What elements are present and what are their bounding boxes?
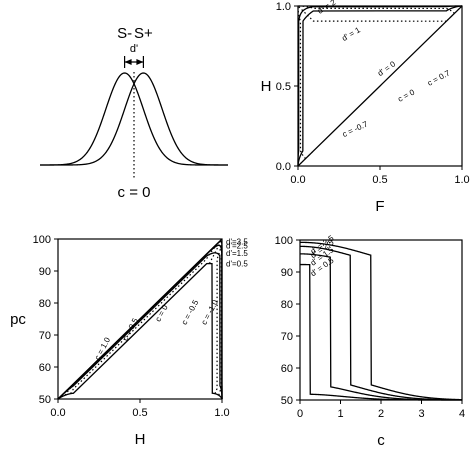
y-tick-label: 90	[281, 267, 293, 279]
x-tick-label: 0.5	[132, 407, 147, 419]
criterion-label: c = 0	[118, 184, 151, 201]
arrowhead-right	[136, 59, 144, 65]
x-tick-label: 0	[297, 408, 303, 420]
y-tick-label: 100	[275, 235, 293, 247]
y-tick-label: 0.0	[276, 161, 291, 173]
x-tick-label: 1.0	[454, 174, 469, 186]
x-tick-label: 3	[418, 408, 424, 420]
y-tick-label: 90	[39, 266, 51, 278]
pc-h-label-c-0.5: c = 0.5	[121, 316, 141, 342]
roc-panel: 0.0 0.5 1.00.00.51.0 F H d' = 2 d' = 1 d' …	[261, 0, 470, 215]
iso-dprime-1.5	[57, 252, 223, 400]
roc-curves	[297, 5, 463, 167]
iso-dprime-0.5	[57, 262, 223, 400]
pc-h-label-c-neg-0.5: c = -0.5	[180, 298, 201, 326]
iso-criterion-0	[208, 241, 222, 264]
pc-c-curves	[300, 241, 463, 401]
pc-h-label-dprime-1.5: d'=1.5	[226, 249, 248, 258]
series-dprime-3.5	[300, 241, 463, 401]
roc-y-label: H	[261, 78, 272, 95]
x-tick-label: 1	[337, 408, 343, 420]
x-tick-label: 0.0	[290, 174, 305, 186]
roc-label-c-0: c = 0	[396, 87, 416, 103]
pc-c-ticks: 0 1 2 3 4 50 60 70 80 90 100	[275, 235, 465, 420]
iso-dprime-2	[297, 5, 462, 166]
pc-h-ticks: 0.0 0.5 1.0 50 60 70 80 90 100	[33, 234, 230, 419]
arrowhead-left	[124, 59, 132, 65]
y-tick-label: 70	[39, 330, 51, 342]
y-tick-label: 0.5	[276, 81, 291, 93]
iso-criterion--0.5	[214, 242, 223, 394]
pc-h-label-dprime-2.5: d'=2.5	[226, 241, 248, 250]
roc-label-dprime-0: d' = 0	[376, 59, 398, 78]
distribution-signal	[40, 72, 228, 166]
iso-dprime-0	[297, 5, 463, 167]
y-tick-label: 50	[281, 395, 293, 407]
y-tick-label: 80	[39, 298, 51, 310]
x-tick-label: 2	[378, 408, 384, 420]
pc-h-y-label: pc	[10, 311, 26, 328]
signal-label: S+	[134, 25, 153, 42]
pc-vs-h-panel: 0.0 0.5 1.0 50 60 70 80 90 100 H pc d'=3.5 d'=2.…	[10, 234, 248, 448]
distribution-noise	[40, 72, 228, 166]
y-tick-label: 80	[281, 299, 293, 311]
y-tick-label: 50	[39, 394, 51, 406]
roc-x-label: F	[375, 198, 384, 215]
pc-h-label-dprime-3.5: d'=3.5	[226, 237, 248, 246]
dprime-label: d'	[130, 43, 138, 55]
roc-label-dprime-1: d' = 1	[340, 25, 362, 43]
series-dprime-1.5	[300, 253, 463, 401]
iso-criterion-0.7	[297, 6, 307, 160]
pc-h-x-label: H	[135, 431, 146, 448]
x-tick-label: 1.0	[214, 407, 229, 419]
y-tick-label: 60	[281, 363, 293, 375]
pc-h-label-dprime-0.5: d'=0.5	[226, 260, 248, 269]
iso-criterion-0	[297, 5, 447, 22]
y-tick-label: 100	[33, 234, 51, 246]
iso-criterion-0.5	[70, 242, 220, 394]
series-dprime-0.5	[300, 263, 462, 401]
x-tick-label: 4	[459, 408, 465, 420]
gaussian-panel: S- S+ d' c = 0	[40, 25, 228, 201]
iso-criterion--0.7	[298, 5, 455, 14]
roc-label-c-0.7: c = 0.7	[426, 68, 452, 88]
noise-label: S-	[117, 25, 132, 42]
x-tick-label: 0.0	[50, 407, 65, 419]
roc-ticks: 0.0 0.5 1.0 0.0 0.5 1.0	[276, 1, 470, 186]
iso-dprime-2.5	[57, 244, 223, 400]
y-tick-label: 70	[281, 331, 293, 343]
y-tick-label: 60	[39, 362, 51, 374]
x-tick-label: 0.5	[372, 174, 387, 186]
pc-c-x-label: c	[377, 432, 385, 449]
distribution-curves	[40, 72, 228, 166]
pc-h-curves	[57, 238, 223, 400]
iso-criterion-1	[64, 245, 216, 396]
roc-label-c-neg-0.7: c = -0.7	[341, 119, 370, 139]
y-tick-label: 1.0	[276, 1, 291, 13]
